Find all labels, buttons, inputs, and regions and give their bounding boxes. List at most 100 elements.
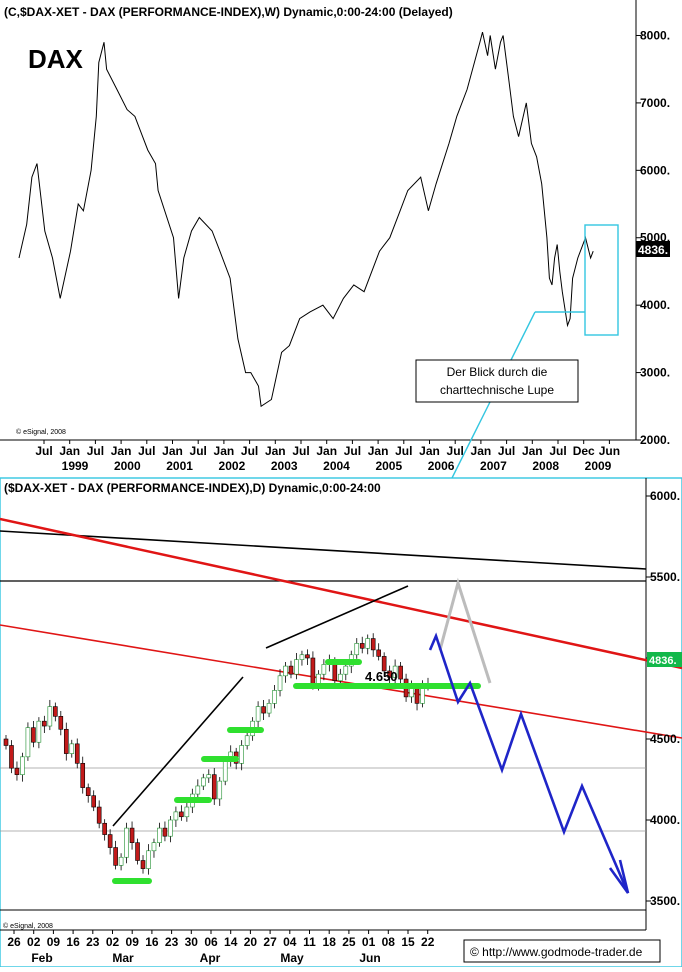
candle-up [392,665,398,678]
candle-down [42,720,47,727]
weekly-chart-title: (C,$DAX-XET - DAX (PERFORMANCE-INDEX),W)… [4,5,453,19]
weekly-chart-label: DAX [28,44,84,74]
weekly-x-month-label: Jul [138,444,155,458]
daily-x-month-label: May [280,951,304,965]
daily-x-day-label: 09 [126,935,140,949]
downtrend-line-red-lower [0,624,682,739]
candle-up [338,673,343,681]
weekly-x-month-label: Jul [292,444,309,458]
candle-up [217,780,223,800]
daily-y-tick-label: 4500. [650,732,680,746]
candle-down [9,745,14,769]
weekly-x-year-label: 1999 [62,459,89,473]
candle-up [157,827,162,843]
weekly-x-year-label: 2007 [480,459,507,473]
daily-copyright: © eSignal, 2008 [3,922,53,930]
annotation-line-1: Der Blick durch die [447,365,548,379]
candle-down [135,842,140,861]
weekly-last-value: 4836. [638,243,668,257]
candle-up [354,643,360,656]
weekly-x-labels: Jul Jan Jul Jan Jul Jan Jul Jan Jul Jan Jul Jan Jul J… [35,440,620,473]
daily-x-day-label: 06 [204,935,218,949]
watermark-box [463,939,661,963]
daily-x-day-label: 25 [342,935,356,949]
daily-x-day-label: 01 [362,935,376,949]
daily-last-value-tag [647,652,682,667]
weekly-y-ticks: 8000.7000.6000.5000.4000.3000.2000. [636,28,670,447]
candle-down [102,822,107,835]
weekly-x-month-label: Jan [471,444,492,458]
weekly-last-value-tag [636,241,670,257]
candle-down [107,834,113,848]
candle-down [179,811,184,818]
candle-up [69,743,75,754]
daily-panel: ($DAX-XET - DAX (PERFORMANCE-INDEX),D) D… [0,477,682,968]
daily-x-day-label: 16 [145,935,159,949]
daily-x-month-label: Feb [31,951,52,965]
weekly-x-month-label: Jul [498,444,515,458]
candle-down [140,860,146,869]
weekly-x-year-label: 2009 [585,459,612,473]
daily-y-tick-label: 6000. [650,489,680,503]
daily-y-tick-label: 5500. [650,570,680,584]
main-projection-blue [428,632,630,894]
daily-x-day-label: 20 [244,935,258,949]
daily-x-day-label: 18 [323,935,337,949]
daily-x-day-label: 02 [106,935,120,949]
support-level-label: 4.650 [365,669,398,684]
candle-down [310,657,316,686]
daily-x-day-label: 11 [303,935,316,949]
weekly-x-year-label: 2006 [428,459,455,473]
candle-down [63,728,69,754]
candle-down [58,716,64,730]
candle-down [261,706,266,714]
candle-up [294,659,299,675]
candle-up [272,690,277,704]
weekly-y-tick-label: 6000. [640,163,670,177]
weekly-x-year-label: 2008 [532,459,559,473]
weekly-copyright: © eSignal, 2008 [16,428,66,436]
candle-up [173,811,179,821]
candle-up [168,819,173,837]
weekly-x-month-label: Jan [59,444,80,458]
candle-down [381,656,387,672]
alternative-projection-gray [438,577,492,684]
candle-up [124,827,129,858]
uptrend-line-black [112,676,244,827]
candle-up [151,842,157,852]
projection-arrowhead [608,859,630,894]
candle-down [129,827,135,843]
weekly-x-month-label: Jan [419,444,440,458]
candle-down [80,762,86,788]
candle-down [414,686,420,704]
daily-x-labels: 26 02 09 16 23 02 09 16 23 30 06 14 20 27 04 11 18 25 01 08… [7,930,435,965]
candle-up [365,638,371,649]
candle-down [211,774,217,800]
daily-y-tick-label: 3500. [650,894,680,908]
daily-x-month-label: Apr [200,951,221,965]
candle-up [146,850,151,869]
candle-down [14,767,20,775]
candle-up [184,806,190,818]
candle-down [376,649,381,657]
daily-y-tick-label: 4000. [650,813,680,827]
weekly-y-tick-label: 7000. [640,96,670,110]
candle-up [118,856,124,866]
weekly-x-month-label: Jul [35,444,52,458]
downtrend-line-red-upper [0,517,682,670]
candle-up [283,665,288,677]
candle-up [343,665,349,675]
daily-x-day-label: 23 [165,935,179,949]
daily-x-day-label: 15 [401,935,415,949]
daily-x-day-label: 02 [27,935,41,949]
candle-down [53,706,58,717]
candle-up [244,735,250,746]
daily-last-value: 4836. [649,655,677,667]
candle-up [239,745,244,764]
candle-down [96,806,102,824]
weekly-x-month-label: Jul [549,444,566,458]
weekly-x-month-label: Jan [522,444,543,458]
daily-x-day-label: 14 [224,935,238,949]
